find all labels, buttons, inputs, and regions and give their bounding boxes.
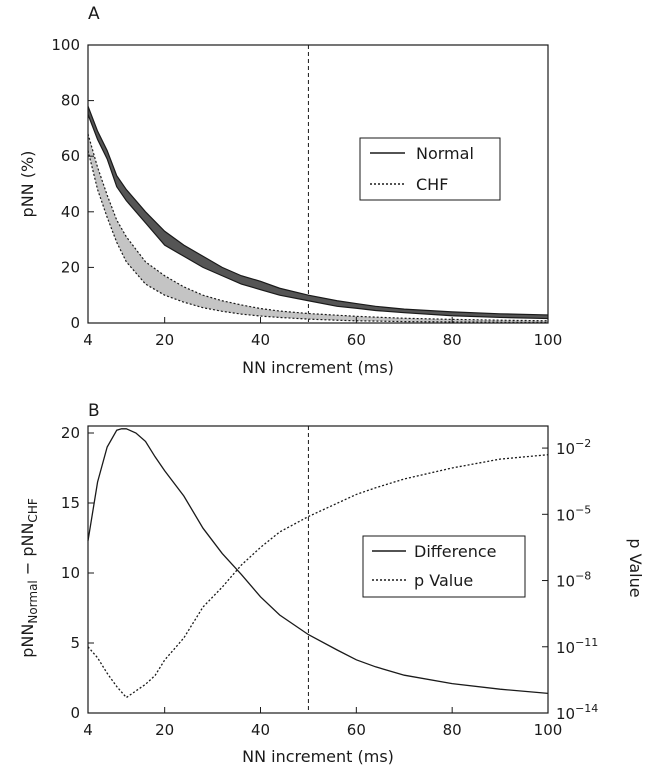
panel-a-y-ticks: 0 20 40 60 80 100 bbox=[51, 36, 94, 332]
panel-b-x-ticks: 4 20 40 60 80 100 bbox=[83, 707, 562, 739]
panel-b-right-y-axis-label: p Value bbox=[626, 538, 645, 597]
right-y-tick-label: 10−11 bbox=[556, 636, 598, 657]
legend-label-chf: CHF bbox=[416, 175, 448, 194]
panel-b-y-axis-label: pNNNormal − pNNCHF bbox=[18, 498, 40, 658]
panel-a-legend-box bbox=[359, 137, 501, 201]
x-tick-label: 100 bbox=[534, 721, 563, 739]
panel-a-bands bbox=[88, 106, 548, 323]
legend-label-normal: Normal bbox=[416, 144, 474, 163]
panel-a-y-axis-label: pNN (%) bbox=[18, 151, 37, 218]
y-tick-label: 15 bbox=[61, 494, 80, 512]
panel-b-legend: Difference p Value bbox=[362, 535, 526, 598]
y-tick-label: 5 bbox=[70, 634, 80, 652]
series-upper-chf bbox=[87, 133, 549, 322]
x-tick-label: 60 bbox=[347, 721, 366, 739]
y-tick-label: 100 bbox=[51, 36, 80, 54]
y-tick-label: 80 bbox=[61, 92, 80, 110]
legend-label-p-value: p Value bbox=[414, 571, 473, 590]
x-tick-label: 20 bbox=[155, 721, 174, 739]
panel-a-lines bbox=[87, 105, 549, 324]
panel-b-lines bbox=[87, 428, 549, 699]
y-tick-label: 10 bbox=[61, 564, 80, 582]
panel-b-y-ticks: 0 5 10 15 20 bbox=[61, 424, 94, 722]
y-tick-label: 60 bbox=[61, 147, 80, 165]
y-tick-label: 0 bbox=[70, 314, 80, 332]
y-tick-label: 20 bbox=[61, 258, 80, 276]
panel-a-x-ticks: 4 20 40 60 80 100 bbox=[83, 317, 562, 349]
right-y-tick-label: 10−14 bbox=[556, 702, 598, 723]
y-tick-label: 0 bbox=[70, 704, 80, 722]
right-y-tick-label: 10−5 bbox=[556, 503, 591, 524]
x-tick-label: 4 bbox=[83, 331, 93, 349]
panel-b-right-y-ticks: 10−14 10−11 10−8 10−5 10−2 bbox=[542, 437, 598, 723]
series-lower-normal bbox=[87, 114, 549, 320]
series-difference bbox=[87, 428, 549, 695]
x-tick-label: 80 bbox=[443, 331, 462, 349]
x-tick-label: 60 bbox=[347, 331, 366, 349]
series-upper-normal bbox=[87, 105, 549, 316]
panel-b-legend-box bbox=[362, 535, 526, 598]
x-tick-label: 4 bbox=[83, 721, 93, 739]
x-tick-label: 40 bbox=[251, 721, 270, 739]
x-tick-label: 80 bbox=[443, 721, 462, 739]
right-y-tick-label: 10−8 bbox=[556, 570, 591, 591]
panel-b-letter: B bbox=[88, 401, 100, 421]
panel-b-x-axis-label: NN increment (ms) bbox=[242, 747, 394, 766]
panel-a: A 4 20 40 60 80 100 0 20 40 60 80 100 NN increment… bbox=[18, 4, 562, 377]
panel-a-legend: Normal CHF bbox=[359, 137, 501, 201]
legend-label-difference: Difference bbox=[414, 542, 496, 561]
panel-b-plot-frame bbox=[87, 425, 549, 714]
band-normal bbox=[88, 106, 548, 319]
x-tick-label: 100 bbox=[534, 331, 563, 349]
panel-a-letter: A bbox=[88, 4, 100, 24]
y-tick-label: 40 bbox=[61, 203, 80, 221]
panel-a-x-axis-label: NN increment (ms) bbox=[242, 358, 394, 377]
y-tick-label: 20 bbox=[61, 424, 80, 442]
x-tick-label: 20 bbox=[155, 331, 174, 349]
panel-a-plot-frame bbox=[87, 44, 549, 324]
series-lower-chf bbox=[87, 150, 549, 324]
right-y-tick-label: 10−2 bbox=[556, 437, 591, 458]
x-tick-label: 40 bbox=[251, 331, 270, 349]
